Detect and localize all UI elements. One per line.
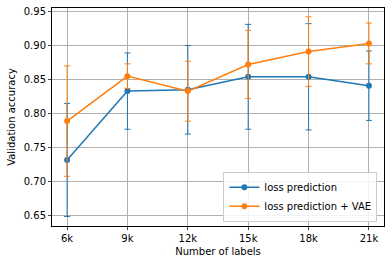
- svg-text:12k: 12k: [179, 233, 198, 244]
- svg-text:0.65: 0.65: [24, 210, 46, 221]
- svg-text:9k: 9k: [121, 233, 133, 244]
- svg-text:0.90: 0.90: [24, 40, 46, 51]
- svg-text:21k: 21k: [360, 233, 379, 244]
- svg-text:0.70: 0.70: [24, 176, 46, 187]
- svg-text:15k: 15k: [239, 233, 258, 244]
- svg-text:0.75: 0.75: [24, 142, 46, 153]
- svg-text:Number of labels: Number of labels: [175, 246, 261, 257]
- svg-text:loss prediction + VAE: loss prediction + VAE: [264, 201, 371, 212]
- svg-text:0.80: 0.80: [24, 108, 46, 119]
- svg-text:18k: 18k: [299, 233, 318, 244]
- svg-text:Validation accuracy: Validation accuracy: [6, 68, 17, 166]
- svg-text:0.85: 0.85: [24, 74, 46, 85]
- svg-text:loss prediction: loss prediction: [264, 182, 337, 193]
- svg-text:0.95: 0.95: [24, 6, 46, 17]
- svg-text:6k: 6k: [61, 233, 73, 244]
